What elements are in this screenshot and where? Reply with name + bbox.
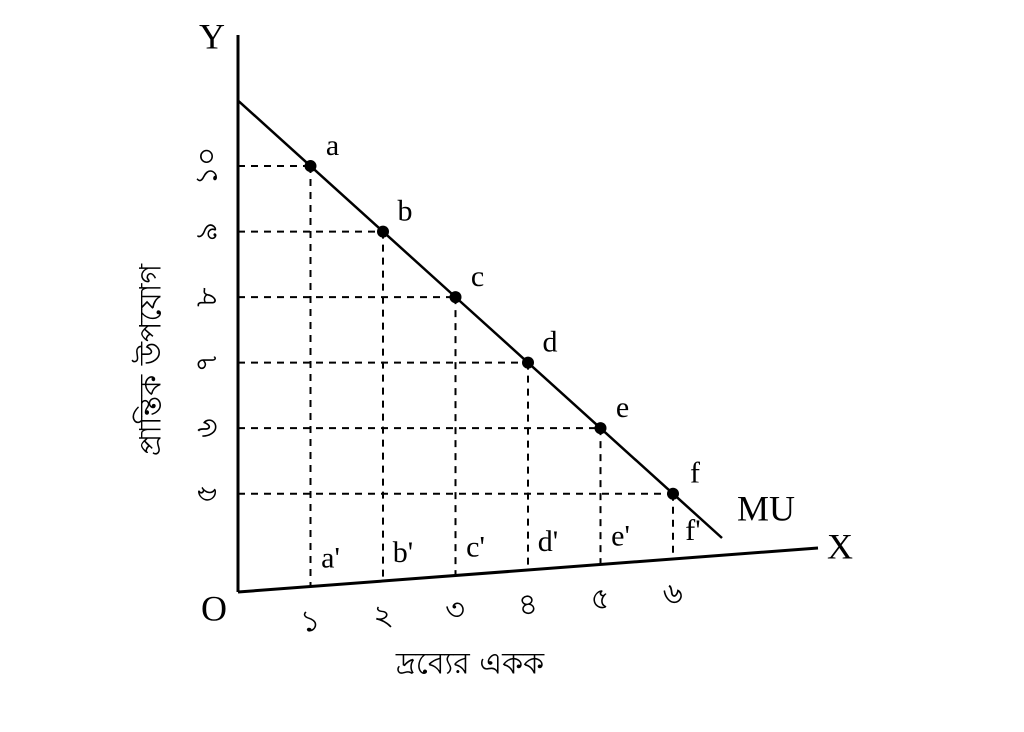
- point: [377, 225, 389, 238]
- foot-label: f': [685, 514, 700, 547]
- x-tick-label: ২: [371, 597, 395, 634]
- point: [449, 291, 462, 304]
- y-tick-label: ৫: [190, 484, 225, 503]
- foot-label: b': [393, 536, 413, 569]
- foot-label: c': [466, 530, 485, 563]
- y-axis-letter: Y: [199, 16, 225, 56]
- x-tick-label: ৫: [588, 581, 612, 618]
- y-tick-label: ৮: [190, 287, 225, 306]
- point: [522, 356, 534, 369]
- point: [594, 422, 607, 435]
- foot-label: e': [611, 519, 630, 552]
- y-tick-label: ৭: [190, 353, 225, 373]
- line-label: MU: [737, 488, 795, 528]
- curve-extension: [672, 492, 723, 539]
- mu-curve: [309, 165, 674, 495]
- point-label: d: [543, 326, 558, 359]
- foot-label: d': [538, 525, 558, 558]
- origin-label: O: [201, 588, 227, 628]
- point-label: e: [616, 391, 629, 424]
- x-tick-label: ৬: [661, 575, 685, 612]
- point-label: f: [690, 457, 700, 490]
- point-label: a: [326, 129, 339, 162]
- x-axis-letter: X: [827, 526, 853, 566]
- x-tick-label: ৩: [443, 592, 467, 629]
- x-tick-label: ৪: [516, 586, 540, 623]
- point: [304, 160, 317, 173]
- point-label: b: [398, 194, 413, 227]
- y-tick-label: ১০: [190, 147, 225, 186]
- curve-extension: [237, 99, 312, 167]
- point-label: c: [471, 260, 484, 293]
- y-tick-label: ৯: [190, 222, 225, 241]
- x-axis: [237, 546, 819, 594]
- y-axis-label: প্রান্তিক উপযোগ: [132, 263, 169, 457]
- point: [667, 487, 679, 500]
- x-tick-label: ১: [298, 603, 322, 640]
- x-axis-label: দ্রব্যের একক: [395, 647, 545, 682]
- y-tick-label: ৬: [190, 418, 225, 438]
- foot-label: a': [321, 541, 340, 574]
